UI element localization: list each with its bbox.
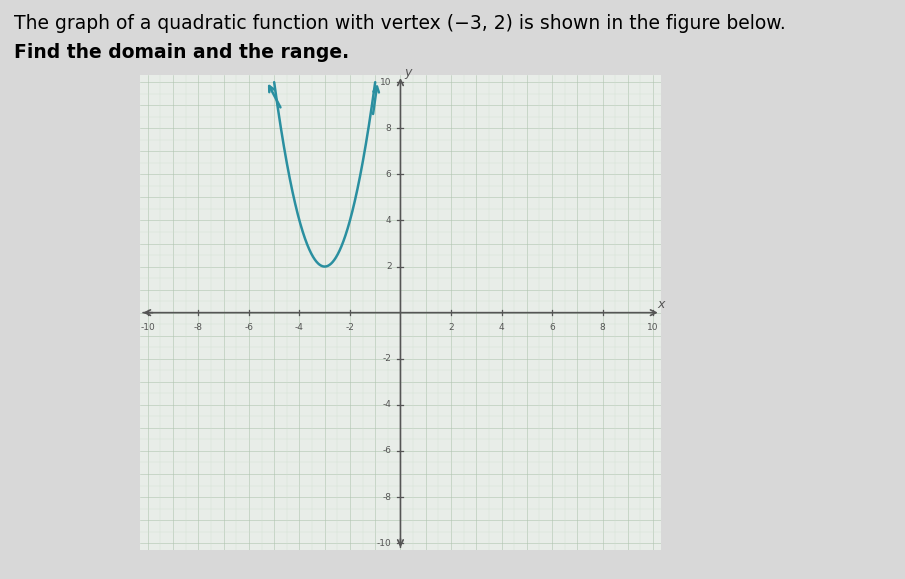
- Text: 4: 4: [499, 323, 504, 332]
- Text: -6: -6: [383, 446, 392, 456]
- Text: x: x: [657, 298, 664, 311]
- Text: -8: -8: [194, 323, 203, 332]
- Text: 10: 10: [647, 323, 659, 332]
- Text: -6: -6: [244, 323, 253, 332]
- Text: 4: 4: [386, 216, 392, 225]
- Text: -10: -10: [376, 538, 392, 548]
- Text: 8: 8: [386, 124, 392, 133]
- Text: 2: 2: [448, 323, 453, 332]
- Text: -4: -4: [295, 323, 304, 332]
- Text: -8: -8: [383, 493, 392, 501]
- Text: 6: 6: [386, 170, 392, 179]
- Text: 8: 8: [600, 323, 605, 332]
- Text: 6: 6: [549, 323, 555, 332]
- Text: -2: -2: [346, 323, 355, 332]
- Text: y: y: [405, 66, 412, 79]
- Text: 2: 2: [386, 262, 392, 271]
- Text: -10: -10: [140, 323, 156, 332]
- Text: 10: 10: [380, 78, 392, 87]
- Text: The graph of a quadratic function with vertex (−3, 2) is shown in the figure bel: The graph of a quadratic function with v…: [14, 14, 786, 34]
- Text: -4: -4: [383, 400, 392, 409]
- Text: Find the domain and the range.: Find the domain and the range.: [14, 43, 348, 63]
- Text: -2: -2: [383, 354, 392, 363]
